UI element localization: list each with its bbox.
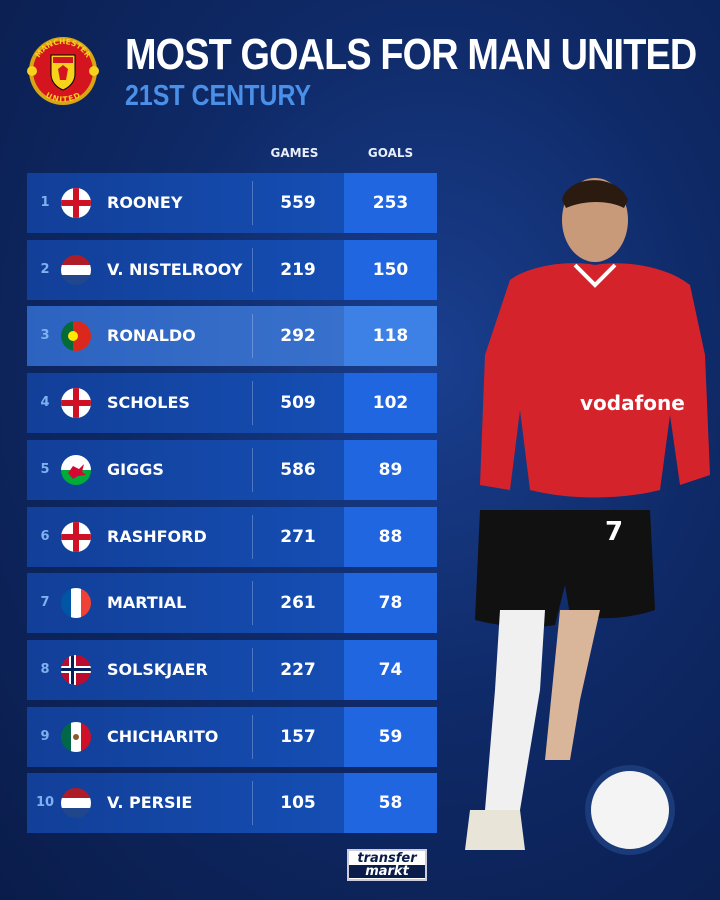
games-value: 559 (280, 193, 316, 213)
divider (252, 581, 253, 626)
england-flag-icon (61, 521, 91, 552)
portugal-flag-icon (61, 321, 91, 352)
player-name: ROONEY (107, 193, 183, 212)
table-row: 10 V. PERSIE 105 58 (27, 773, 437, 834)
player-name: GIGGS (107, 459, 164, 479)
games-column-header: GAMES (270, 146, 319, 160)
rank: 10 (35, 795, 55, 811)
rank: 7 (40, 595, 50, 611)
england-flag-icon (61, 188, 91, 218)
netherlands-flag-icon (61, 788, 91, 819)
rank: 5 (40, 461, 50, 477)
goals-column-header: GOALS (367, 146, 414, 160)
norway-flag-icon (61, 654, 91, 685)
games-value: 586 (280, 459, 316, 480)
goals-value: 102 (344, 373, 437, 434)
divider (252, 514, 253, 559)
goals-value: 253 (344, 173, 437, 233)
goals-value: 88 (344, 506, 437, 567)
divider (252, 381, 253, 426)
player-name: CHICHARITO (107, 726, 219, 746)
player-name: V. PERSIE (107, 793, 193, 813)
games-value: 271 (280, 526, 316, 547)
table-row: 2 V. NISTELROOY 219 150 (27, 239, 437, 300)
france-flag-icon (61, 588, 91, 619)
table-row: 8 SOLSKJAER 227 74 (27, 639, 437, 700)
table-row: 1 ROONEY 559 253 (27, 173, 437, 233)
player-name: MARTIAL (107, 593, 187, 613)
table-row: 3 RONALDO 292 118 (27, 306, 437, 367)
page-title: MOST GOALS FOR MAN UNITED (125, 30, 697, 79)
manchester-united-crest: MANCHESTER UNITED (27, 37, 99, 105)
rank: 2 (40, 261, 50, 277)
games-value: 219 (280, 259, 316, 280)
player-photo: vodafone 7 (465, 178, 710, 855)
transfermarkt-logo: transfer markt (347, 849, 427, 881)
shirt-sponsor-text: vodafone (580, 391, 685, 415)
logo-line-2: markt (349, 865, 425, 878)
rank: 6 (40, 528, 50, 544)
divider (252, 447, 253, 492)
games-value: 105 (280, 793, 316, 814)
crest-text-bottom: UNITED (44, 90, 82, 104)
player-name: RASHFORD (107, 526, 207, 546)
goals-value: 89 (344, 439, 437, 500)
wales-flag-icon (61, 454, 91, 485)
table-row: 6 RASHFORD 271 88 (27, 506, 437, 567)
logo-line-1: transfer (357, 851, 417, 866)
player-name: SCHOLES (107, 393, 190, 413)
shirt-number-text: 7 (605, 517, 623, 547)
player-name: SOLSKJAER (107, 659, 208, 679)
england-flag-icon (61, 388, 91, 419)
divider (252, 714, 253, 759)
netherlands-flag-icon (61, 254, 91, 285)
goals-value: 58 (344, 773, 437, 834)
rank: 1 (40, 195, 50, 210)
rank: 9 (40, 728, 50, 744)
svg-text:UNITED: UNITED (44, 90, 82, 104)
goals-value: 74 (344, 639, 437, 700)
games-value: 292 (280, 326, 316, 347)
divider (252, 781, 253, 826)
rank: 4 (40, 395, 50, 411)
divider (252, 247, 253, 292)
rank: 8 (40, 661, 50, 677)
games-value: 261 (280, 593, 316, 614)
table-row: 7 MARTIAL 261 78 (27, 573, 437, 634)
player-name: V. NISTELROOY (107, 259, 243, 279)
page-subtitle: 21ST CENTURY (125, 80, 312, 112)
goals-value: 150 (344, 239, 437, 300)
games-value: 509 (280, 393, 316, 414)
games-value: 157 (280, 726, 316, 747)
table-row: 4 SCHOLES 509 102 (27, 373, 437, 434)
mexico-flag-icon (61, 721, 91, 752)
table-row: 5 GIGGS 586 89 (27, 439, 437, 500)
goals-value: 118 (344, 306, 437, 367)
divider (252, 181, 253, 225)
divider (252, 647, 253, 692)
goals-value: 59 (344, 706, 437, 767)
divider (252, 314, 253, 359)
rank: 3 (40, 328, 50, 344)
goals-value: 78 (344, 573, 437, 634)
table-row: 9 CHICHARITO 157 59 (27, 706, 437, 767)
games-value: 227 (280, 659, 316, 680)
player-name: RONALDO (107, 326, 196, 346)
